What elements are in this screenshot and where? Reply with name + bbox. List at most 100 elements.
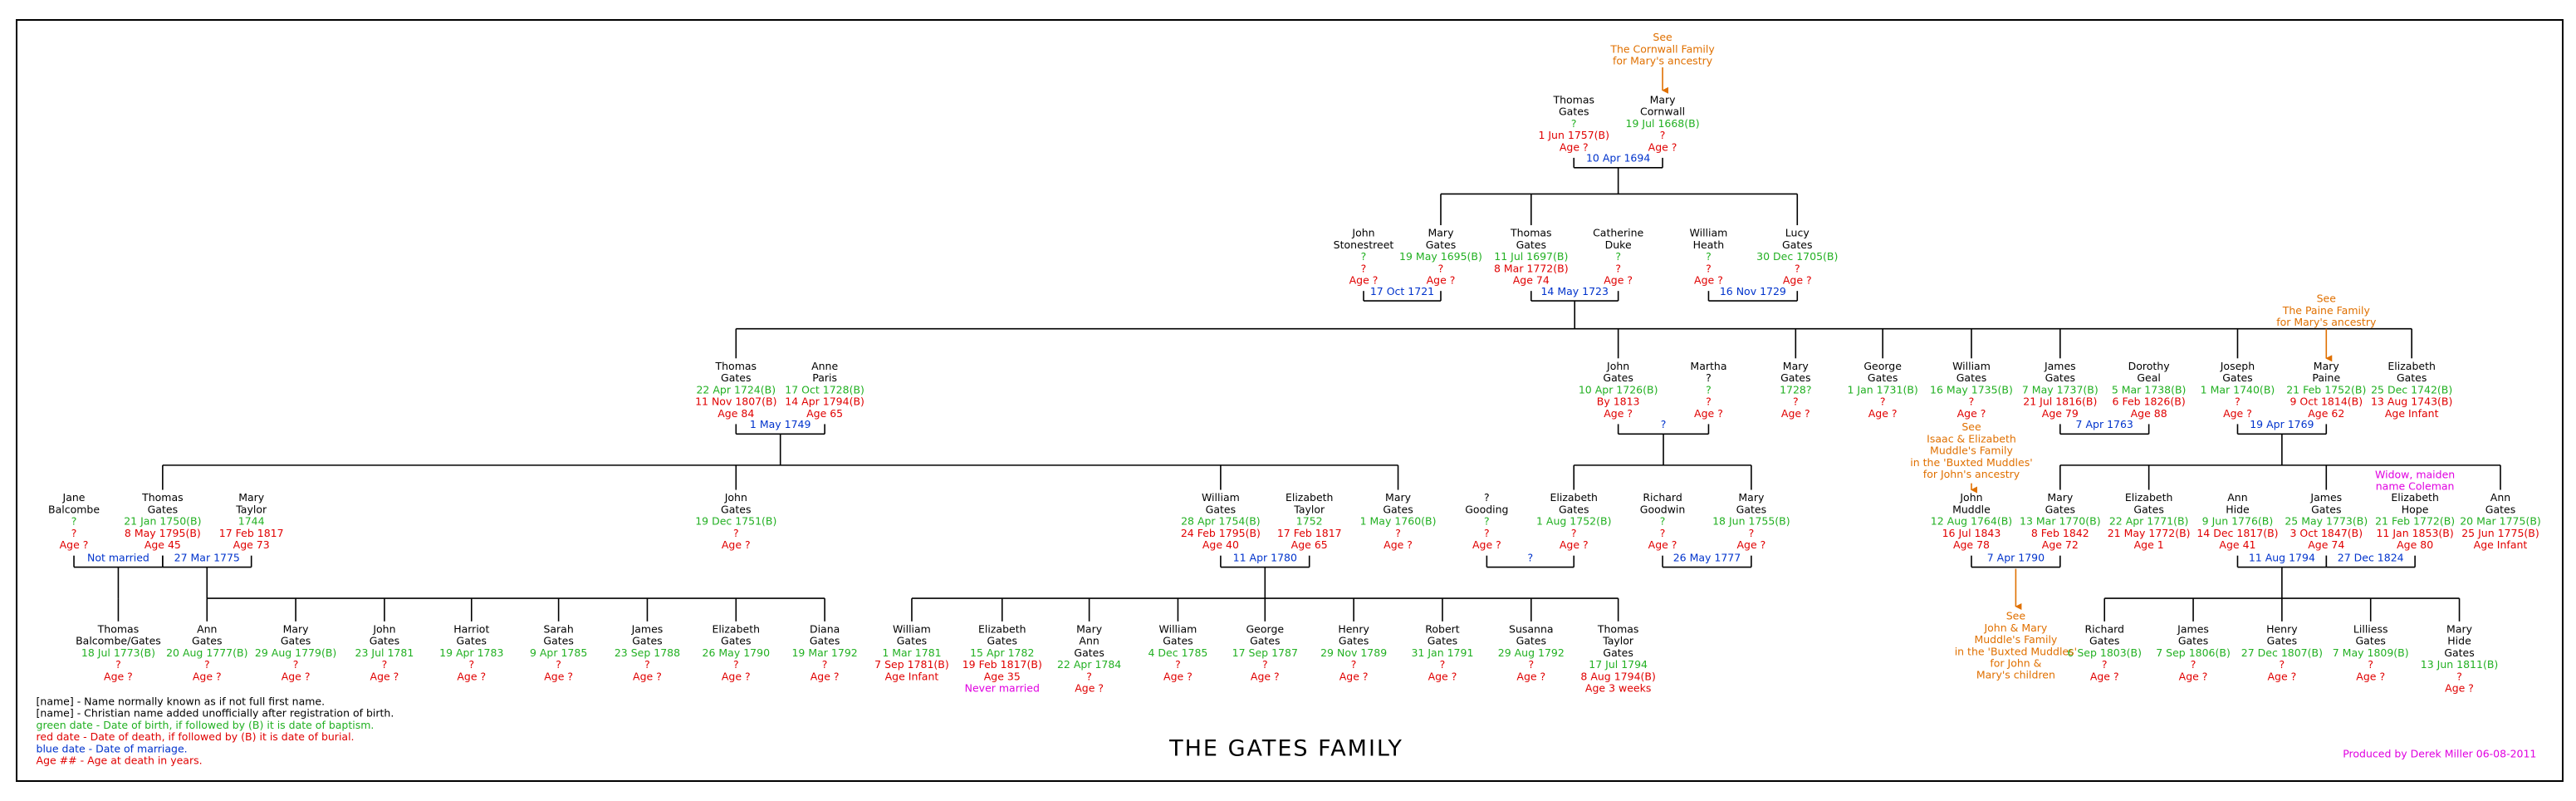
person-name: Gates: [1383, 503, 1413, 515]
person-name: Geal: [2137, 371, 2161, 384]
death-date: ?: [1795, 262, 1800, 274]
death-date: 7 Sep 1781(B): [874, 658, 949, 671]
person-name: Paris: [812, 371, 837, 384]
person-name: Ann: [2490, 491, 2510, 504]
person-name: Ann: [2227, 491, 2247, 504]
age-at-death: Age ?: [1383, 538, 1413, 551]
age-at-death: Age ?: [60, 538, 89, 551]
death-date: ?: [733, 658, 739, 671]
death-date: 8 Aug 1794(B): [1580, 670, 1655, 682]
birth-date: 22 Apr 1784: [1057, 658, 1121, 671]
person-name: Gates: [987, 635, 1017, 647]
birth-date: 1 Jan 1731(B): [1847, 383, 1917, 396]
age-at-death: Age ?: [1251, 670, 1280, 682]
person-name: Gates: [1516, 238, 1546, 251]
age-at-death: Age ?: [1163, 670, 1193, 682]
person-name: Hide: [2447, 635, 2471, 647]
person-name: Gates: [1250, 635, 1280, 647]
person-name: Gates: [1956, 371, 1986, 384]
death-date: ?: [2191, 658, 2196, 671]
birth-date: ?: [1706, 250, 1712, 263]
death-date: 21 May 1772(B): [2108, 527, 2191, 539]
birth-date: 29 Aug 1792: [1498, 646, 1565, 659]
person-name: John: [724, 491, 747, 504]
person-name: Mary: [2446, 622, 2473, 635]
death-date: ?: [644, 658, 650, 671]
age-at-death: Age ?: [1516, 670, 1545, 682]
person-name: Mary: [1076, 622, 1103, 635]
birth-date: 7 May 1737(B): [2022, 383, 2099, 396]
age-at-death: Age ?: [1694, 407, 1723, 420]
marriage-date: 27 Mar 1775: [174, 551, 240, 563]
death-date: 17 Feb 1817: [219, 527, 284, 539]
person-name: George: [1863, 360, 1902, 372]
death-date: ?: [1438, 262, 1444, 274]
person-name: Gates: [148, 503, 178, 515]
death-date: ?: [1793, 396, 1799, 408]
person-name: Mary: [1783, 360, 1810, 372]
birth-date: 1 May 1760(B): [1360, 515, 1437, 528]
age-at-death: Age 72: [2042, 538, 2079, 551]
birth-date: 9 Jun 1776(B): [2202, 515, 2274, 528]
birth-date: 20 Mar 1775(B): [2460, 515, 2541, 528]
person-name: Duke: [1605, 238, 1632, 251]
birth-date: ?: [1484, 515, 1490, 528]
person-name: William: [1952, 360, 1991, 372]
person-name: Elizabeth: [978, 622, 1026, 635]
age-at-death: Age ?: [1648, 140, 1677, 153]
age-at-death: Age 1: [2134, 538, 2164, 551]
person-name: Mary: [1738, 491, 1765, 504]
person-name: Gates: [721, 371, 751, 384]
death-date: ?: [1969, 396, 1975, 408]
age-at-death: Age ?: [1427, 274, 1456, 287]
note: for Mary's ancestry: [1613, 55, 1713, 67]
marriage-date: ?: [1527, 551, 1533, 563]
age-at-death: Age ?: [1736, 538, 1765, 551]
note: Widow, maiden: [2375, 468, 2455, 480]
death-date: 11 Nov 1807(B): [695, 396, 776, 408]
note: name Coleman: [2376, 480, 2455, 493]
person-name: ?: [1706, 371, 1712, 384]
legend-entry: Age ## - Age at death in years.: [37, 754, 203, 767]
person-name: Balcombe: [48, 503, 100, 515]
age-at-death: Age ?: [1781, 407, 1810, 420]
person-name: Mary: [1650, 93, 1677, 106]
birth-date: 22 Apr 1771(B): [2109, 515, 2189, 528]
person-name: Catherine: [1593, 227, 1643, 239]
person-name: Robert: [1425, 622, 1460, 635]
birth-date: 17 Sep 1787: [1232, 646, 1298, 659]
person-name: Goodwin: [1640, 503, 1686, 515]
marriage-date: 14 May 1723: [1540, 285, 1609, 297]
marriage-date: 7 Apr 1790: [1987, 551, 2045, 563]
age-at-death: Age ?: [2223, 407, 2252, 420]
age-at-death: Age ?: [2179, 670, 2208, 682]
death-date: 21 Jul 1816(B): [2023, 396, 2097, 408]
person-name: Hope: [2402, 503, 2429, 515]
person-name: Richard: [2084, 622, 2123, 635]
birth-date: 29 Aug 1779(B): [255, 646, 336, 659]
age-at-death: Age 84: [717, 407, 754, 420]
person-name: Gates: [2444, 646, 2474, 659]
person-name: Mary: [283, 622, 310, 635]
death-date: ?: [822, 658, 828, 671]
person-name: Gates: [2089, 635, 2119, 647]
person-name: James: [2177, 622, 2209, 635]
marriage-date: 27 Dec 1824: [2338, 551, 2404, 563]
person-name: Gates: [2178, 635, 2208, 647]
legend-entry: blue date - Date of marriage.: [37, 742, 188, 754]
legend-entry: [name] - Name normally known as if not f…: [37, 695, 326, 707]
birth-date: 28 Apr 1754(B): [1181, 515, 1261, 528]
birth-date: 16 May 1735(B): [1930, 383, 2013, 396]
death-date: 19 Feb 1817(B): [962, 658, 1042, 671]
age-at-death: Age ?: [1604, 407, 1633, 420]
birth-date: 30 Dec 1705(B): [1756, 250, 1838, 263]
age-at-death: Age 78: [1953, 538, 1990, 551]
age-at-death: Age 3 weeks: [1585, 682, 1651, 695]
marriage-date: 10 Apr 1694: [1586, 152, 1650, 165]
birth-date: 19 Dec 1751(B): [695, 515, 776, 528]
birth-date: 25 Dec 1742(B): [2371, 383, 2452, 396]
death-date: 14 Dec 1817(B): [2196, 527, 2278, 539]
person-name: Thomas: [97, 622, 140, 635]
birth-date: 17 Oct 1728(B): [785, 383, 864, 396]
